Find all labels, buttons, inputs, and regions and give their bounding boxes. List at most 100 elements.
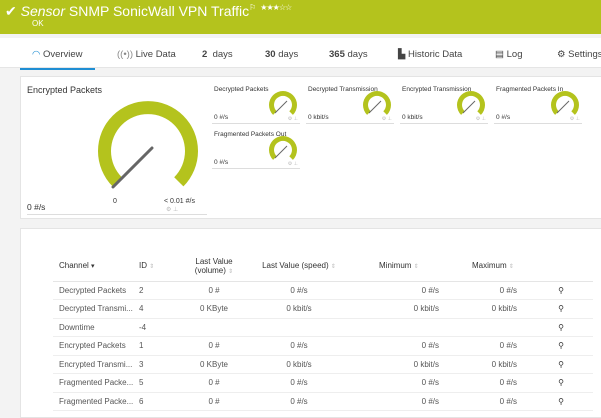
channel-name[interactable]: Fragmented Packe... (53, 392, 139, 411)
gauge-arc (98, 101, 198, 187)
channel-id: 6 (139, 392, 179, 411)
table-row[interactable]: Downtime -4 ⚲ (53, 318, 593, 337)
gauge-needle (462, 100, 476, 114)
tab-log[interactable]: ▤ Log (495, 49, 523, 60)
tab-30-days[interactable]: 30 days (265, 49, 299, 60)
gauge-tile[interactable]: Decrypted Transmission 0 kbit/s ⚙ ⊥ (306, 84, 394, 124)
big-gauge-max: < 0.01 #/s (164, 198, 195, 205)
minimum: 0 #/s (349, 281, 439, 300)
gauge-name: Encrypted Transmission (402, 86, 472, 93)
big-gauge-value: 0 #/s (27, 202, 46, 212)
table-row[interactable]: Fragmented Packe... 5 0 # 0 #/s 0 #/s 0 … (53, 373, 593, 393)
gauge-value: 0 kbit/s (308, 114, 329, 121)
sensor-header: ✔ Sensor SNMP SonicWall VPN Traffic⚐ ★★★☆… (0, 0, 601, 34)
channel-settings-icon[interactable]: ⚲ (529, 336, 593, 356)
last-volume: 0 # (179, 336, 249, 356)
tab-2-days[interactable]: 2 days (202, 49, 233, 60)
channel-name[interactable]: Downtime (53, 318, 139, 337)
channel-id: 5 (139, 373, 179, 393)
table-row[interactable]: Fragmented Packe... 6 0 # 0 #/s 0 #/s 0 … (53, 392, 593, 411)
last-speed: 0 #/s (249, 373, 349, 393)
channel-name[interactable]: Decrypted Transmi... (53, 299, 139, 319)
tab-settings[interactable]: ⚙ Settings (557, 49, 601, 60)
last-speed: 0 kbit/s (249, 299, 349, 319)
channel-settings-icon[interactable]: ⚲ (529, 355, 593, 374)
table-row[interactable]: Encrypted Transmi... 3 0 KByte 0 kbit/s … (53, 355, 593, 374)
channel-name[interactable]: Encrypted Transmi... (53, 355, 139, 374)
log-icon: ▤ (495, 49, 504, 60)
last-volume: 0 # (179, 392, 249, 411)
small-gauge (269, 136, 297, 160)
tab-365-days[interactable]: 365 days (329, 49, 368, 60)
channel-settings-icon[interactable]: ⚲ (529, 281, 593, 300)
gauge-arc (551, 91, 579, 115)
flag-icon[interactable]: ⚐ (249, 3, 257, 12)
last-volume: 0 KByte (179, 299, 249, 319)
gauge-needle (274, 145, 288, 159)
channel-id: 1 (139, 336, 179, 356)
gauge-name: Decrypted Transmission (308, 86, 378, 93)
gear-icon: ⚙ (557, 49, 566, 60)
maximum (439, 318, 529, 337)
gauge-name: Fragmented Packets In (496, 86, 564, 93)
col-maximum[interactable]: Maximum ⇕ (439, 251, 529, 282)
last-speed: 0 #/s (249, 281, 349, 300)
col-minimum[interactable]: Minimum ⇕ (349, 251, 439, 282)
channel-settings-icon[interactable]: ⚲ (529, 299, 593, 319)
big-gauge-title: Encrypted Packets (27, 85, 103, 95)
pin-icon[interactable]: ⚙ ⊥ (569, 116, 580, 122)
gauge-tile[interactable]: Decrypted Packets 0 #/s ⚙ ⊥ (212, 84, 300, 124)
sensor-title: SNMP SonicWall VPN Traffic (68, 3, 250, 19)
channel-name[interactable]: Encrypted Packets (53, 336, 139, 356)
big-gauge (98, 101, 198, 189)
pin-icon[interactable]: ⚙ ⊥ (287, 161, 298, 167)
tab-bar: ◠ Overview ((•)) Live Data 2 days 30 day… (0, 38, 601, 70)
minimum: 0 kbit/s (349, 355, 439, 374)
channel-name[interactable]: Fragmented Packe... (53, 373, 139, 393)
channel-settings-icon[interactable]: ⚲ (529, 318, 593, 337)
sensor-label: Sensor (20, 3, 65, 19)
minimum: 0 kbit/s (349, 299, 439, 319)
gauge-tile[interactable]: Fragmented Packets Out 0 #/s ⚙ ⊥ (212, 129, 300, 169)
pin-icon[interactable]: ⚙ ⊥ (166, 207, 179, 213)
col-last-speed[interactable]: Last Value (speed) ⇕ (249, 251, 349, 282)
gauge-name: Decrypted Packets (214, 86, 269, 93)
table-row[interactable]: Decrypted Transmi... 4 0 KByte 0 kbit/s … (53, 299, 593, 319)
channel-name[interactable]: Decrypted Packets (53, 281, 139, 300)
pin-icon[interactable]: ⚙ ⊥ (475, 116, 486, 122)
minimum: 0 #/s (349, 392, 439, 411)
gauge-tile[interactable]: Fragmented Packets In 0 #/s ⚙ ⊥ (494, 84, 582, 124)
last-speed (249, 318, 349, 337)
maximum: 0 #/s (439, 336, 529, 356)
broadcast-icon: ((•)) (117, 49, 133, 60)
gauge-panel: Encrypted Packets 0 #/s 0 < 0.01 #/s ⚙ ⊥ (20, 76, 601, 219)
channel-settings-icon[interactable]: ⚲ (529, 373, 593, 393)
pin-icon[interactable]: ⚙ ⊥ (287, 116, 298, 122)
minimum: 0 #/s (349, 336, 439, 356)
col-last-volume[interactable]: Last Value (volume) ⇕ (179, 251, 249, 282)
gauge-arc (457, 91, 485, 115)
last-speed: 0 kbit/s (249, 355, 349, 374)
gauge-icon: ◠ (32, 49, 41, 60)
priority-stars[interactable]: ★★★☆☆ (260, 3, 292, 12)
big-gauge-min: 0 (113, 198, 117, 205)
table-row[interactable]: Decrypted Packets 2 0 # 0 #/s 0 #/s 0 #/… (53, 281, 593, 300)
tab-historic-data[interactable]: ▙ Historic Data (398, 49, 463, 60)
channel-id: 3 (139, 355, 179, 374)
col-id[interactable]: ID ⇕ (139, 251, 179, 282)
gauge-name: Fragmented Packets Out (214, 131, 287, 138)
channel-table: Channel ▾ ID ⇕ Last Value (volume) ⇕ Last… (53, 251, 593, 411)
tab-overview[interactable]: ◠ Overview (20, 49, 95, 70)
channel-settings-icon[interactable]: ⚲ (529, 392, 593, 411)
col-channel[interactable]: Channel ▾ (53, 251, 139, 282)
maximum: 0 kbit/s (439, 355, 529, 374)
tab-live-data[interactable]: ((•)) Live Data (117, 49, 176, 60)
gauge-tile[interactable]: Encrypted Transmission 0 kbit/s ⚙ ⊥ (400, 84, 488, 124)
gauge-needle (274, 100, 288, 114)
table-row[interactable]: Encrypted Packets 1 0 # 0 #/s 0 #/s 0 #/… (53, 336, 593, 356)
last-speed: 0 #/s (249, 392, 349, 411)
gauge-value: 0 #/s (496, 114, 511, 121)
pin-icon[interactable]: ⚙ ⊥ (381, 116, 392, 122)
last-volume: 0 # (179, 281, 249, 300)
gauge-value: 0 #/s (214, 114, 229, 121)
